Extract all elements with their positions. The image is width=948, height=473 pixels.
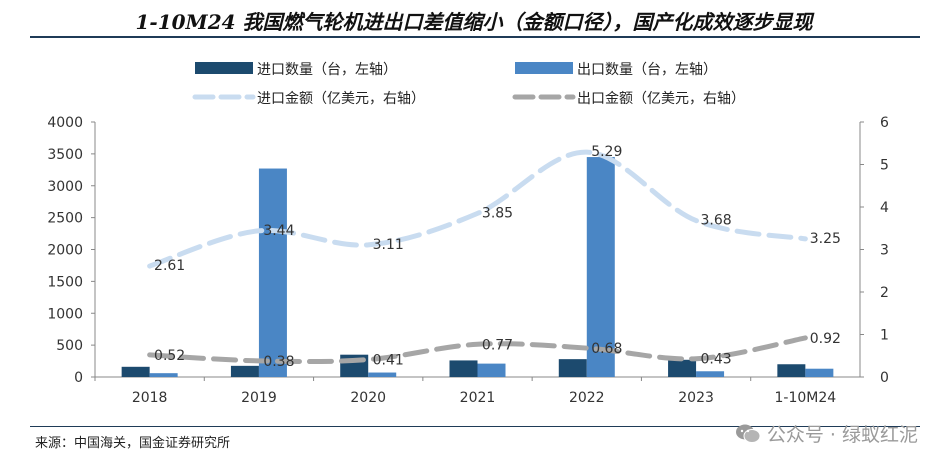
- y-right-tick-label: 5: [880, 158, 889, 174]
- y-right-tick-label: 2: [880, 285, 889, 301]
- bar-import: [558, 359, 587, 377]
- watermark: 公众号 · 绿蚁红泥: [735, 420, 918, 447]
- y-left-tick-label: 4000: [47, 115, 83, 131]
- legend-swatch: [195, 62, 253, 74]
- y-right-tick-label: 0: [880, 370, 889, 386]
- data-label: 0.52: [154, 348, 185, 364]
- bar-export: [149, 373, 178, 377]
- y-left-tick-label: 2500: [47, 211, 83, 227]
- x-tick-label: 1-10M24: [775, 390, 837, 406]
- data-label: 0.68: [591, 341, 622, 357]
- x-tick-label: 2021: [460, 390, 496, 406]
- title-bar: 1-10M24 我国燃气轮机进出口差值缩小（金额口径），国产化成效逐步显现: [0, 0, 948, 38]
- footer-divider: [30, 426, 920, 427]
- y-right-tick-label: 4: [880, 200, 889, 216]
- legend-label: 出口数量（台，左轴）: [577, 62, 717, 78]
- data-label: 3.44: [263, 223, 294, 239]
- y-left-tick-label: 1000: [47, 306, 83, 322]
- chart-area: 0 500 1000 1500 2000 2500 3000 3500 4000 0 1 2 3 4 5 6 2…: [47, 62, 889, 406]
- bar-import: [121, 366, 150, 377]
- x-tick-label: 2019: [241, 390, 277, 406]
- title-divider: [30, 36, 920, 38]
- bar-export: [258, 168, 287, 377]
- y-left-tick-label: 0: [74, 370, 83, 386]
- data-label: 3.85: [482, 205, 513, 221]
- data-label: 5.29: [591, 144, 622, 160]
- data-label: 3.68: [700, 213, 731, 229]
- y-right-tick-label: 3: [880, 243, 889, 259]
- data-label: 0.41: [373, 353, 404, 369]
- legend-swatch: [515, 62, 573, 74]
- bar-export: [696, 371, 725, 377]
- y-left-tick-label: 500: [56, 338, 83, 354]
- legend-label: 进口数量（台，左轴）: [257, 62, 397, 78]
- source-note: 来源：中国海关，国金证券研究所: [35, 436, 231, 451]
- data-label: 3.25: [810, 231, 841, 247]
- data-label: 0.43: [700, 352, 731, 368]
- bar-export: [477, 363, 506, 377]
- watermark-text: 公众号 · 绿蚁红泥: [766, 424, 918, 446]
- x-tick-label: 2023: [678, 390, 714, 406]
- data-label: 0.92: [810, 331, 841, 347]
- bar-export: [586, 157, 615, 377]
- y-left-tick-label: 3500: [47, 147, 83, 163]
- data-label: 2.61: [154, 258, 185, 274]
- y-left-tick-label: 1500: [47, 274, 83, 290]
- y-left-tick-label: 2000: [47, 243, 83, 259]
- bar-import: [230, 365, 259, 377]
- data-label: 0.38: [263, 354, 294, 370]
- y-left-tick-label: 3000: [47, 179, 83, 195]
- y-right-tick-label: 6: [880, 115, 889, 131]
- bar-export: [805, 368, 834, 377]
- wechat-icon: [735, 424, 761, 443]
- x-tick-label: 2020: [350, 390, 386, 406]
- bar-export: [368, 372, 397, 377]
- bar-import: [668, 359, 697, 377]
- legend-label: 进口金额（亿美元，右轴）: [257, 91, 425, 107]
- data-label: 3.11: [373, 237, 404, 253]
- chart-title: 1-10M24 我国燃气轮机进出口差值缩小（金额口径），国产化成效逐步显现: [135, 10, 813, 34]
- y-right-tick-label: 1: [880, 328, 889, 344]
- import-value-line: [147, 149, 808, 269]
- x-tick-label: 2022: [569, 390, 605, 406]
- bar-import: [449, 360, 478, 377]
- x-tick-label: 2018: [132, 390, 168, 406]
- bar-import: [777, 364, 806, 377]
- data-label: 0.77: [482, 337, 513, 353]
- export-value-line: [147, 335, 808, 365]
- legend-label: 出口金额（亿美元，右轴）: [577, 91, 745, 107]
